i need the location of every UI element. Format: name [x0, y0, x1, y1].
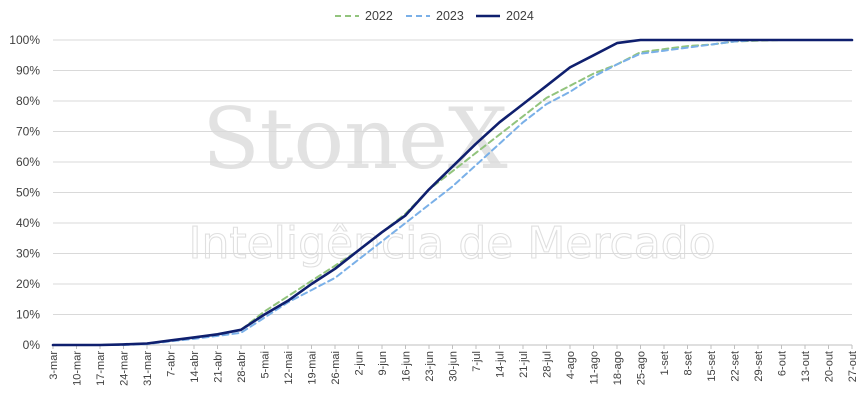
x-tick-label: 28-jul: [542, 351, 554, 378]
x-tick-label: 14-jul: [495, 351, 507, 378]
x-tick-label: 8-set: [683, 351, 695, 375]
x-tick-label: 17-mar: [95, 351, 107, 386]
y-tick-label: 40%: [16, 216, 40, 230]
y-tick-label: 20%: [16, 277, 40, 291]
x-tick-label: 3-mar: [48, 351, 60, 380]
watermark-logo-text: StoneX: [202, 90, 508, 188]
x-tick-label: 14-abr: [189, 351, 201, 383]
x-tick-label: 21-jul: [518, 351, 530, 378]
x-tick-label: 24-mar: [119, 351, 131, 386]
x-tick-label: 4-ago: [565, 351, 577, 379]
x-tick-label: 5-mai: [260, 351, 272, 379]
x-tick-label: 27-out: [847, 351, 859, 382]
x-tick-label: 1-set: [659, 351, 671, 375]
x-tick-label: 13-out: [800, 351, 812, 382]
gridlines: [53, 39, 852, 346]
x-tick-label: 2-jun: [354, 351, 366, 375]
x-tick-label: 25-ago: [636, 351, 648, 385]
x-tick-label: 18-ago: [612, 351, 624, 385]
x-tick-label: 22-set: [730, 351, 742, 382]
y-tick-label: 80%: [16, 94, 40, 108]
y-tick-label: 60%: [16, 155, 40, 169]
x-tick-label: 21-abr: [213, 351, 225, 383]
series-lines: [51, 38, 854, 347]
x-tick-label: 11-ago: [589, 351, 601, 384]
y-tick-label: 30%: [16, 247, 40, 261]
x-tick-label: 29-set: [753, 351, 765, 382]
x-tick-label: 7-abr: [166, 351, 178, 377]
y-tick-label: 50%: [16, 186, 40, 200]
legend: 2022 2023 2024: [335, 9, 534, 23]
watermark-subtitle-text: Inteligência de Mercado: [188, 218, 715, 269]
legend-label-2024: 2024: [506, 9, 534, 23]
x-tick-label: 6-out: [777, 351, 789, 376]
x-tick-label: 7-jul: [471, 351, 483, 372]
x-tick-label: 15-set: [706, 351, 718, 382]
x-tick-label: 30-jun: [448, 351, 460, 382]
x-tick-label: 12-mai: [283, 351, 295, 385]
series-line-2024: [51, 38, 854, 347]
x-tick-label: 31-mar: [142, 351, 154, 386]
x-tick-label: 16-jun: [401, 351, 413, 382]
legend-label-2023: 2023: [436, 9, 464, 23]
stonex-watermark: StoneX Inteligência de Mercado: [188, 90, 716, 270]
x-tick-label: 9-jun: [377, 351, 389, 375]
x-tick-label: 28-abr: [236, 351, 248, 383]
legend-label-2022: 2022: [365, 9, 393, 23]
y-tick-label: 100%: [9, 33, 40, 47]
x-tick-label: 20-out: [824, 351, 836, 382]
y-tick-label: 90%: [16, 64, 40, 78]
y-axis-ticks: 0% 10% 20% 30% 40% 50% 60% 70% 80% 90% 100%: [9, 33, 40, 352]
x-axis-ticks: 3-mar 10-mar 17-mar 24-mar 31-mar 7-abr 14-abr…: [48, 345, 859, 386]
x-tick-label: 23-jun: [424, 351, 436, 382]
y-tick-label: 10%: [16, 308, 40, 322]
y-tick-label: 0%: [23, 338, 41, 352]
x-tick-label: 10-mar: [72, 351, 84, 386]
y-tick-label: 70%: [16, 125, 40, 139]
x-tick-label: 26-mai: [330, 351, 342, 385]
x-tick-label: 19-mai: [307, 351, 319, 385]
